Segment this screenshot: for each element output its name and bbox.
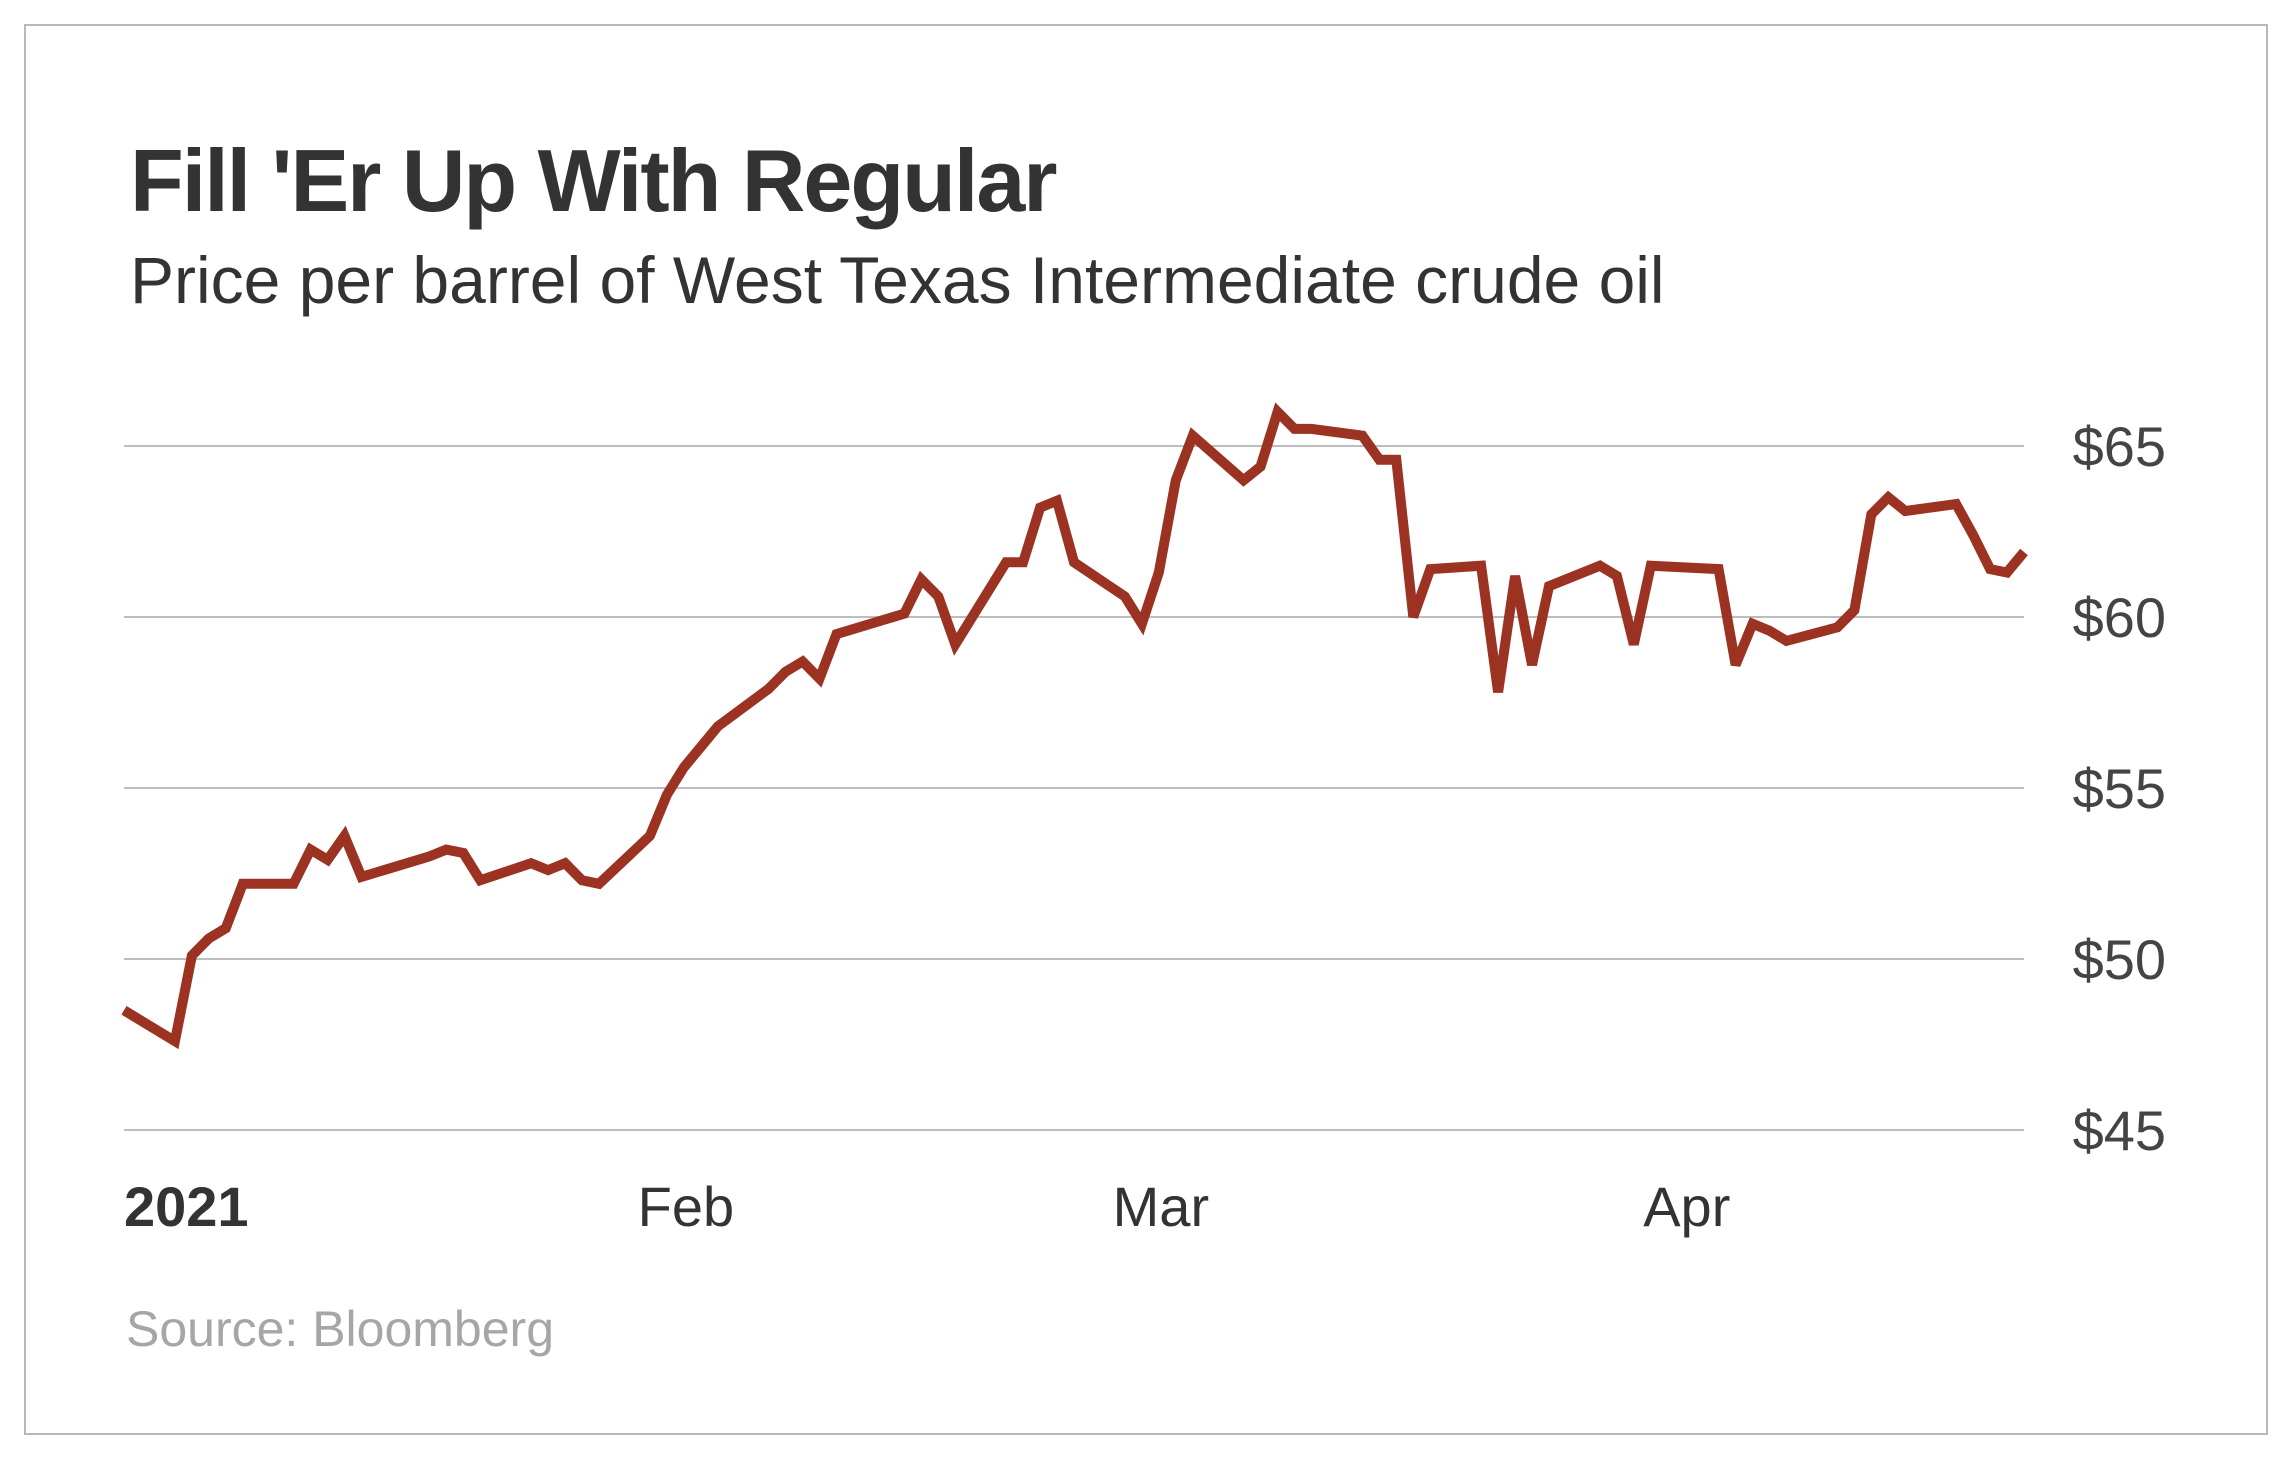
y-tick-60: $60 — [2073, 586, 2166, 649]
x-tick-apr: Apr — [1643, 1175, 1730, 1238]
y-tick-65: $65 — [2073, 415, 2166, 478]
x-tick-labels: 2021 Feb Mar Apr — [124, 1175, 1730, 1238]
chart-title: Fill 'Er Up With Regular — [130, 131, 1057, 230]
x-tick-feb: Feb — [638, 1175, 735, 1238]
y-tick-45: $45 — [2073, 1099, 2166, 1162]
gridlines — [124, 445, 2024, 1131]
series-line-0 — [121, 402, 2028, 1050]
x-tick-2021: 2021 — [124, 1175, 249, 1238]
chart-frame — [24, 24, 2268, 1435]
x-tick-mar: Mar — [1113, 1175, 1209, 1238]
series-layer — [121, 402, 2028, 1050]
y-tick-labels: $45 $50 $55 $60 $65 — [2073, 415, 2166, 1162]
source-note: Source: Bloomberg — [126, 1301, 555, 1357]
chart-subtitle: Price per barrel of West Texas Intermedi… — [130, 243, 1665, 317]
y-tick-50: $50 — [2073, 928, 2166, 991]
y-tick-55: $55 — [2073, 757, 2166, 820]
